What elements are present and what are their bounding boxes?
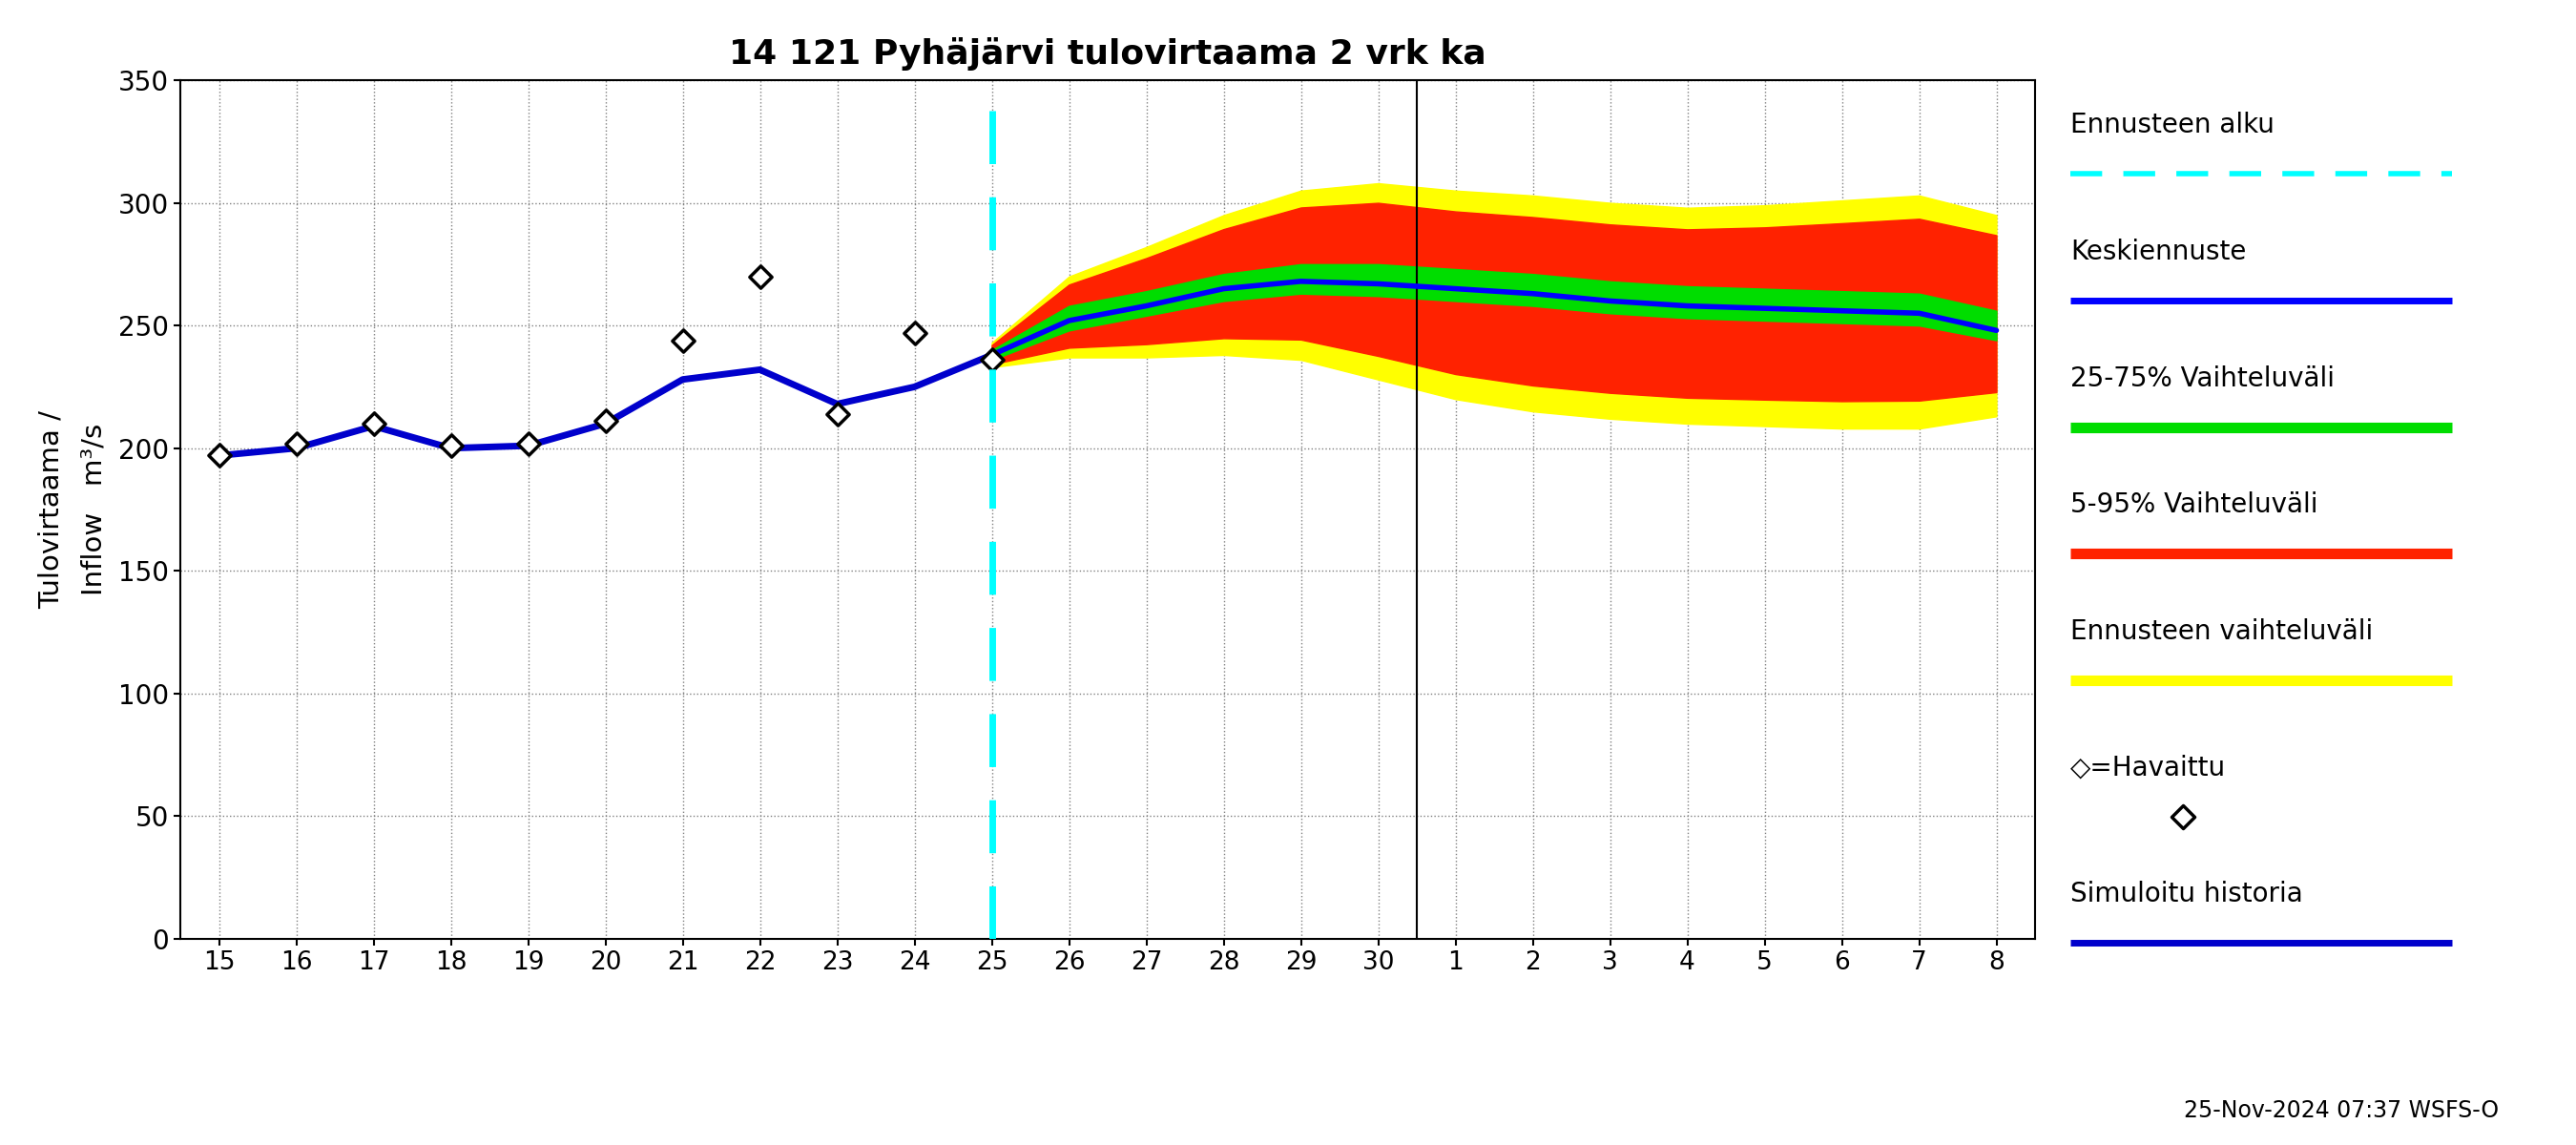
Point xyxy=(971,350,1012,369)
Text: 25-75% Vaihteluväli: 25-75% Vaihteluväli xyxy=(2071,365,2334,392)
Point xyxy=(198,447,240,465)
Text: 5-95% Vaihteluväli: 5-95% Vaihteluväli xyxy=(2071,491,2318,519)
Text: Keskiennuste: Keskiennuste xyxy=(2071,238,2246,266)
Point xyxy=(507,434,549,452)
Text: 25-Nov-2024 07:37 WSFS-O: 25-Nov-2024 07:37 WSFS-O xyxy=(2184,1099,2499,1122)
Point xyxy=(662,331,703,349)
Y-axis label: Tulovirtaama /
Inflow   m³/s: Tulovirtaama / Inflow m³/s xyxy=(39,410,108,609)
Text: Ennusteen alku: Ennusteen alku xyxy=(2071,112,2275,139)
Point xyxy=(353,414,394,433)
Point xyxy=(276,434,317,452)
Point xyxy=(430,436,471,455)
Point xyxy=(817,404,858,423)
Point xyxy=(739,267,781,285)
Text: ◇=Havaittu: ◇=Havaittu xyxy=(2071,755,2226,781)
Point xyxy=(585,412,626,431)
Text: Ennusteen vaihteluväli: Ennusteen vaihteluväli xyxy=(2071,618,2372,645)
Point xyxy=(894,324,935,342)
Text: Simuloitu historia: Simuloitu historia xyxy=(2071,881,2303,908)
Point xyxy=(2161,807,2202,826)
Title: 14 121 Pyhäjärvi tulovirtaama 2 vrk ka: 14 121 Pyhäjärvi tulovirtaama 2 vrk ka xyxy=(729,38,1486,71)
